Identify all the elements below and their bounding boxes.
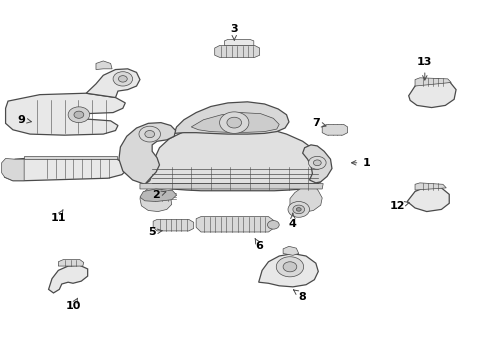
Polygon shape — [58, 260, 84, 266]
Text: 4: 4 — [289, 213, 297, 229]
Polygon shape — [174, 102, 289, 134]
Polygon shape — [224, 40, 254, 45]
Circle shape — [145, 131, 155, 138]
Polygon shape — [290, 184, 322, 212]
Polygon shape — [86, 69, 140, 98]
Polygon shape — [415, 78, 451, 86]
Circle shape — [74, 111, 84, 118]
Polygon shape — [140, 184, 172, 212]
Polygon shape — [140, 189, 176, 202]
Circle shape — [314, 160, 321, 166]
Polygon shape — [24, 156, 117, 159]
Text: 6: 6 — [255, 239, 264, 251]
Text: 11: 11 — [50, 210, 66, 222]
Circle shape — [68, 107, 90, 123]
Circle shape — [220, 112, 249, 134]
Polygon shape — [196, 217, 273, 232]
Polygon shape — [4, 158, 127, 181]
Circle shape — [119, 76, 127, 82]
Polygon shape — [283, 246, 299, 255]
Polygon shape — [215, 45, 260, 57]
Polygon shape — [259, 253, 318, 287]
Text: 3: 3 — [230, 24, 238, 40]
Circle shape — [283, 262, 297, 272]
Circle shape — [268, 221, 279, 229]
Circle shape — [288, 202, 310, 217]
Polygon shape — [140, 184, 323, 189]
Circle shape — [227, 117, 242, 128]
Text: 12: 12 — [390, 201, 409, 211]
Text: 2: 2 — [152, 190, 166, 200]
Polygon shape — [49, 265, 88, 293]
Polygon shape — [145, 126, 323, 191]
Text: 13: 13 — [417, 57, 433, 80]
Circle shape — [296, 208, 301, 211]
Text: 9: 9 — [17, 115, 31, 125]
Polygon shape — [407, 186, 449, 212]
Text: 10: 10 — [65, 298, 81, 311]
Polygon shape — [303, 145, 332, 183]
Text: 8: 8 — [294, 290, 307, 302]
Polygon shape — [5, 93, 125, 135]
Circle shape — [293, 205, 305, 214]
Polygon shape — [1, 158, 24, 181]
Polygon shape — [415, 183, 446, 190]
Circle shape — [309, 156, 326, 169]
Polygon shape — [96, 61, 112, 69]
Polygon shape — [153, 220, 194, 231]
Polygon shape — [409, 79, 456, 108]
Polygon shape — [119, 123, 175, 184]
Text: 1: 1 — [351, 158, 370, 168]
Circle shape — [276, 257, 304, 277]
Circle shape — [113, 72, 133, 86]
Circle shape — [139, 126, 160, 142]
Text: 5: 5 — [148, 227, 162, 237]
Polygon shape — [191, 113, 279, 132]
Polygon shape — [322, 125, 347, 135]
Text: 7: 7 — [312, 118, 326, 128]
